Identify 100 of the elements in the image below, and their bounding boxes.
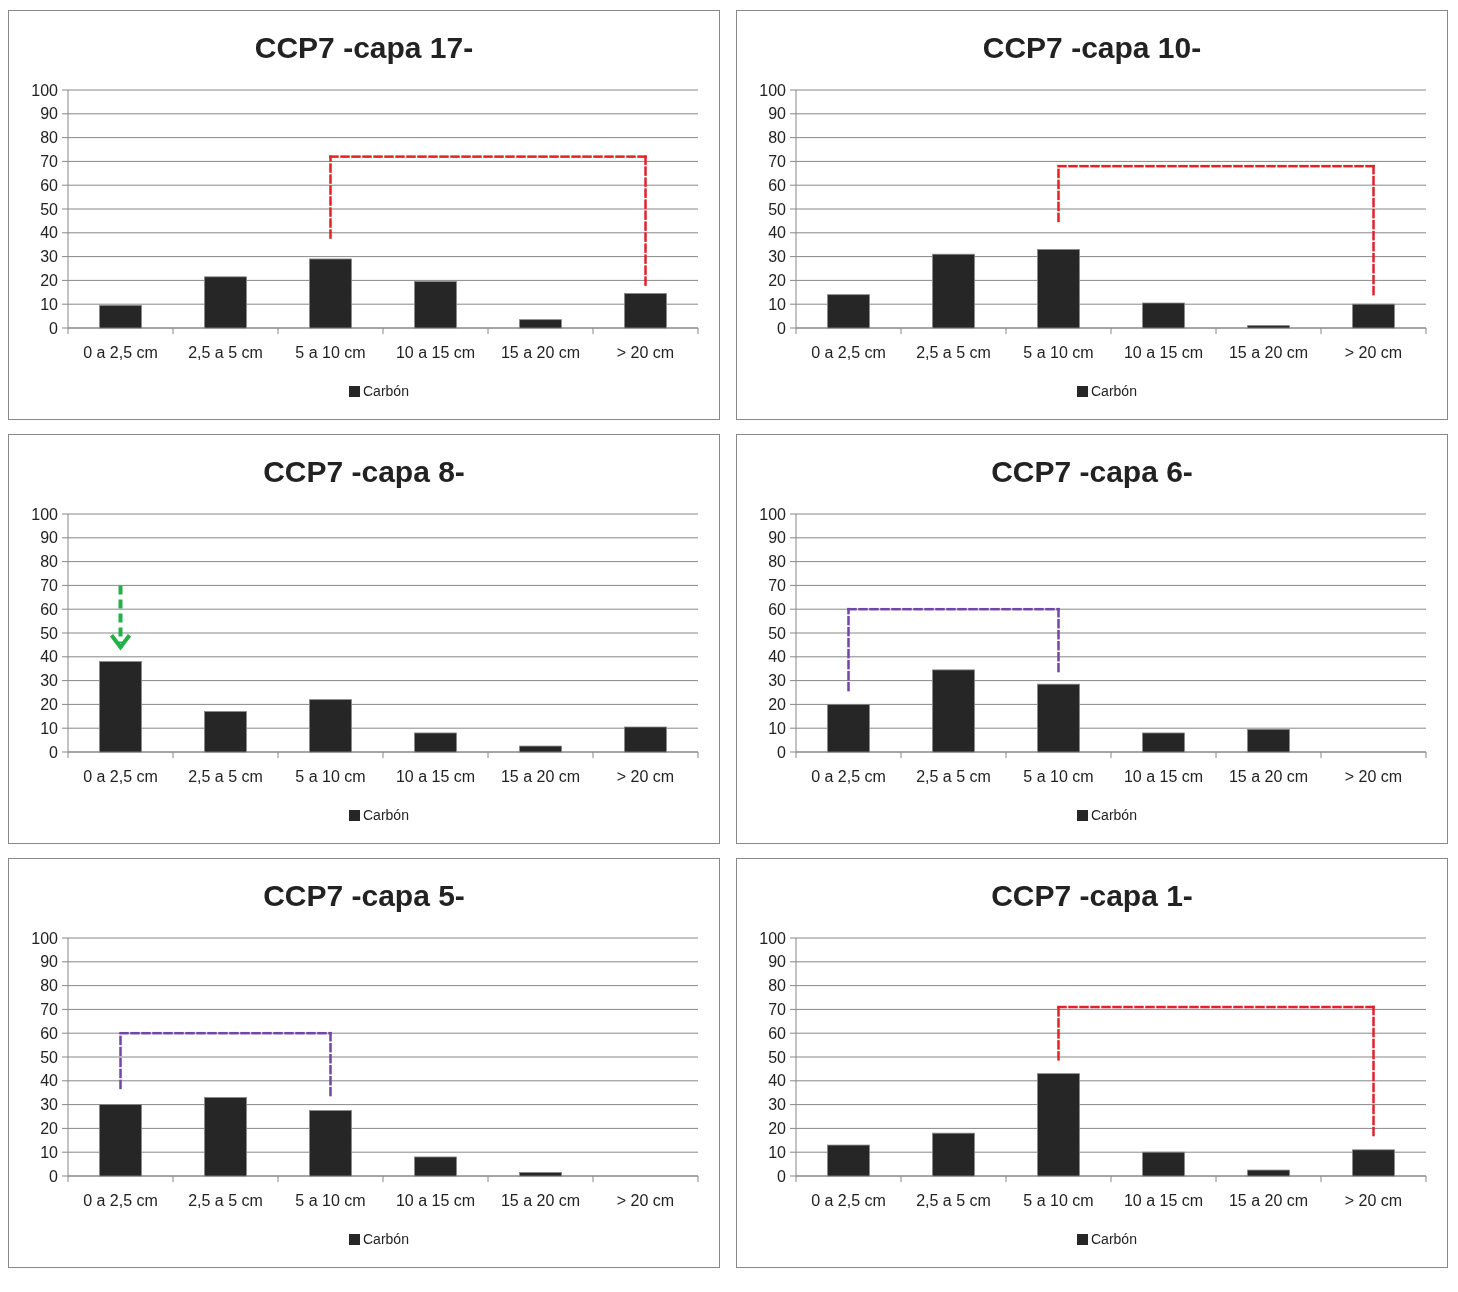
y-tick-label: 70 [40, 1001, 59, 1018]
x-tick-label: > 20 cm [616, 1192, 675, 1209]
y-tick-label: 20 [40, 696, 59, 713]
y-tick-label: 20 [768, 272, 787, 289]
y-tick-label: 50 [40, 200, 59, 218]
y-tick-label: 40 [40, 224, 59, 242]
x-tick-label: 2,5 a 5 cm [916, 1192, 991, 1209]
y-tick-label: 20 [40, 272, 59, 289]
y-tick-label: 100 [759, 929, 787, 947]
y-tick-label: 80 [40, 553, 59, 571]
y-tick-label: 80 [40, 129, 59, 147]
y-tick-label: 80 [768, 129, 787, 147]
y-tick-label: 10 [40, 295, 59, 313]
y-tick-label: 30 [768, 1096, 787, 1114]
x-tick-label: 0 a 2,5 cm [811, 1192, 886, 1209]
y-tick-label: 90 [768, 529, 787, 547]
y-tick-label: 60 [768, 600, 787, 618]
chart-title: CCP7 -capa 8- [263, 455, 465, 488]
y-tick-label: 80 [40, 977, 59, 995]
x-tick-label: 0 a 2,5 cm [83, 1192, 158, 1209]
y-tick-label: 100 [759, 505, 787, 523]
y-tick-label: 100 [759, 81, 787, 99]
y-tick-label: 10 [768, 719, 787, 737]
y-tick-label: 40 [40, 1072, 59, 1090]
legend-label: Carbón [363, 1231, 409, 1247]
y-tick-label: 70 [768, 577, 787, 594]
x-tick-label: 0 a 2,5 cm [811, 344, 886, 361]
chart-title: CCP7 -capa 1- [991, 879, 1193, 912]
y-tick-label: 60 [768, 176, 787, 194]
x-tick-label: 15 a 20 cm [500, 344, 581, 361]
x-tick-label: > 20 cm [616, 768, 675, 785]
x-tick-label: 10 a 15 cm [395, 344, 476, 361]
legend-label: Carbón [1091, 807, 1137, 823]
y-tick-label: 30 [40, 1096, 59, 1114]
chart-title: CCP7 -capa 17- [254, 31, 474, 64]
y-tick-label: 50 [768, 1048, 787, 1066]
x-tick-label: 2,5 a 5 cm [916, 768, 991, 785]
y-tick-label: 60 [768, 1024, 787, 1042]
chart-title: CCP7 -capa 10- [982, 31, 1202, 64]
x-tick-label: 15 a 20 cm [1228, 344, 1309, 361]
x-tick-label: 5 a 10 cm [1023, 344, 1094, 361]
x-tick-label: 5 a 10 cm [295, 1192, 366, 1209]
x-tick-label: > 20 cm [1344, 768, 1403, 785]
x-tick-label: > 20 cm [616, 344, 675, 361]
chart-title: CCP7 -capa 6- [991, 455, 1193, 488]
y-tick-label: 70 [40, 153, 59, 170]
x-tick-label: 10 a 15 cm [395, 768, 476, 785]
x-tick-label: 5 a 10 cm [295, 768, 366, 785]
y-tick-label: 50 [768, 200, 787, 218]
y-tick-label: 90 [40, 953, 59, 971]
y-tick-label: 100 [31, 505, 59, 523]
x-tick-label: > 20 cm [1344, 344, 1403, 361]
x-tick-label: 15 a 20 cm [1228, 1192, 1309, 1209]
y-tick-label: 0 [777, 319, 787, 337]
x-tick-label: > 20 cm [1344, 1192, 1403, 1209]
y-tick-label: 20 [768, 1120, 787, 1137]
y-tick-label: 40 [768, 1072, 787, 1090]
x-tick-label: 0 a 2,5 cm [83, 768, 158, 785]
x-tick-label: 10 a 15 cm [1123, 344, 1204, 361]
y-tick-label: 40 [768, 648, 787, 666]
y-tick-label: 0 [49, 743, 59, 761]
x-tick-label: 5 a 10 cm [1023, 1192, 1094, 1209]
y-tick-label: 60 [40, 600, 59, 618]
y-tick-label: 30 [40, 248, 59, 266]
y-tick-label: 10 [40, 1143, 59, 1161]
y-tick-label: 30 [768, 248, 787, 266]
y-tick-label: 50 [768, 624, 787, 642]
y-tick-label: 60 [40, 1024, 59, 1042]
x-tick-label: 2,5 a 5 cm [188, 344, 263, 361]
x-tick-label: 15 a 20 cm [500, 768, 581, 785]
y-tick-label: 70 [40, 577, 59, 594]
legend-label: Carbón [363, 807, 409, 823]
y-tick-label: 90 [768, 105, 787, 123]
y-tick-label: 10 [768, 295, 787, 313]
y-tick-label: 40 [768, 224, 787, 242]
x-tick-label: 2,5 a 5 cm [188, 1192, 263, 1209]
y-tick-label: 70 [768, 1001, 787, 1018]
x-tick-label: 2,5 a 5 cm [188, 768, 263, 785]
legend-label: Carbón [1091, 1231, 1137, 1247]
y-tick-label: 20 [40, 1120, 59, 1137]
y-tick-label: 70 [768, 153, 787, 170]
y-tick-label: 0 [49, 1167, 59, 1185]
x-tick-label: 10 a 15 cm [1123, 1192, 1204, 1209]
y-tick-label: 10 [768, 1143, 787, 1161]
y-tick-label: 0 [49, 319, 59, 337]
y-tick-label: 0 [777, 1167, 787, 1185]
y-tick-label: 100 [31, 929, 59, 947]
x-tick-label: 10 a 15 cm [395, 1192, 476, 1209]
y-tick-label: 90 [768, 953, 787, 971]
y-tick-label: 90 [40, 529, 59, 547]
y-tick-label: 20 [768, 696, 787, 713]
x-tick-label: 15 a 20 cm [1228, 768, 1309, 785]
x-tick-label: 0 a 2,5 cm [83, 344, 158, 361]
x-tick-label: 10 a 15 cm [1123, 768, 1204, 785]
y-tick-label: 0 [777, 743, 787, 761]
x-tick-label: 5 a 10 cm [1023, 768, 1094, 785]
legend-label: Carbón [363, 383, 409, 399]
y-tick-label: 50 [40, 1048, 59, 1066]
x-tick-label: 2,5 a 5 cm [916, 344, 991, 361]
y-tick-label: 30 [40, 672, 59, 690]
